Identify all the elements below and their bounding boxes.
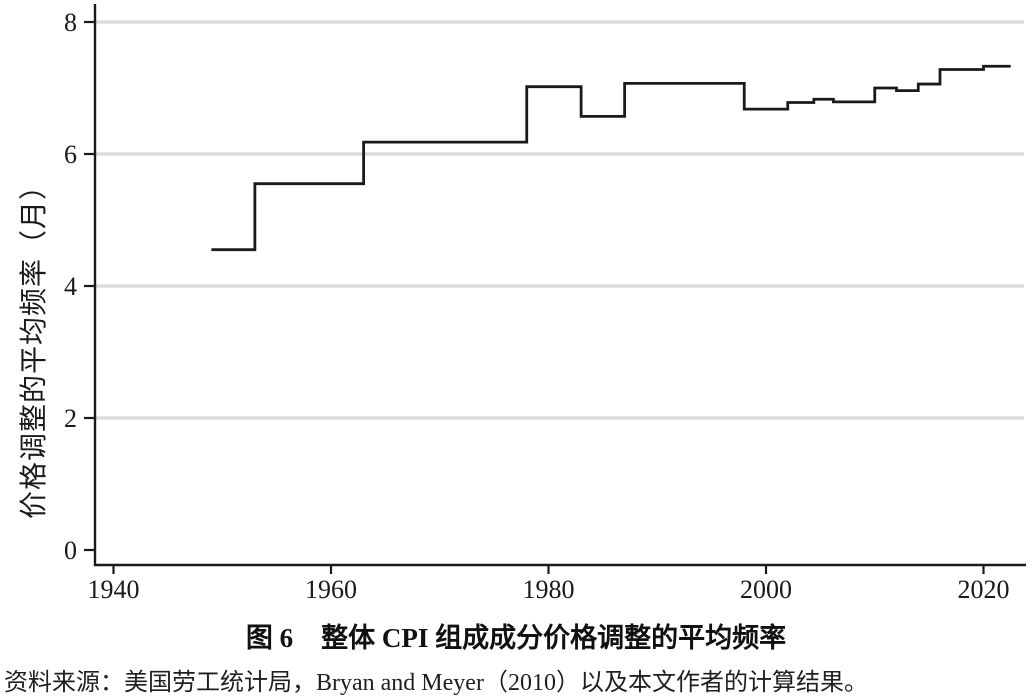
x-tick-label-1980: 1980: [523, 575, 575, 604]
x-tick-label-2000: 2000: [740, 575, 792, 604]
y-axis-label: 价格调整的平均频率（月）: [19, 170, 50, 520]
step-line-chart-canvas: 0 2 4 6 8 1940 1960 1980 2000 2020: [64, 4, 1026, 604]
y-tick-label-0: 0: [64, 536, 77, 565]
y-tick-label-6: 6: [64, 140, 77, 169]
y-tick-label-8: 8: [64, 8, 77, 37]
x-tick-label-2020: 2020: [958, 575, 1010, 604]
figure-number-label: 图 6: [245, 623, 294, 653]
source-note: 资料来源：美国劳工统计局，Bryan and Meyer（2010）以及本文作者…: [4, 670, 868, 696]
y-tick-label-2: 2: [64, 404, 77, 433]
cpi-frequency-step-line: [211, 64, 1011, 252]
x-tick-label-1940: 1940: [88, 575, 140, 604]
y-tick-label-4: 4: [64, 272, 77, 301]
figure-caption-title: 整体 CPI 组成成分价格调整的平均频率: [321, 623, 787, 653]
figure-caption: 图 6 整体 CPI 组成成分价格调整的平均频率: [0, 616, 1032, 655]
x-tick-label-1960: 1960: [305, 575, 357, 604]
